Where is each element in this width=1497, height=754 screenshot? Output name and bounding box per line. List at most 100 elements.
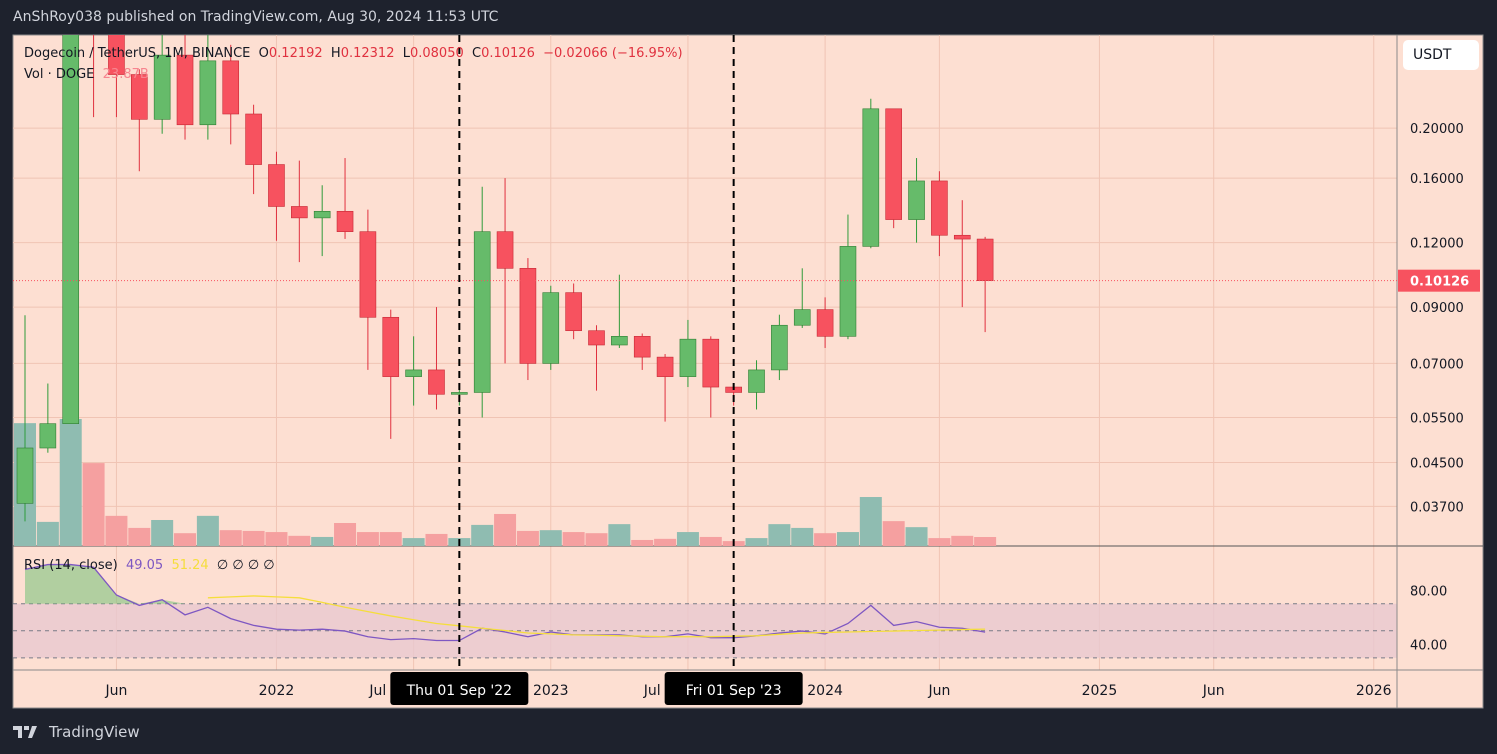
candle-body [245, 113, 262, 165]
candle-body [633, 336, 651, 358]
symbol-legend: Dogecoin / TetherUS, 1M, BINANCE O0.1219… [24, 46, 683, 61]
volume-bar [151, 519, 174, 546]
volume-bar [265, 532, 288, 546]
candle-body [222, 60, 240, 115]
volume-bar [608, 524, 631, 546]
candle-body [359, 231, 377, 318]
candle-body [451, 392, 468, 395]
candle-body [16, 447, 34, 504]
candle-body [679, 338, 697, 377]
close-label: C [472, 46, 482, 61]
tradingview-wordmark: TradingView [49, 723, 140, 741]
volume-bar [859, 497, 882, 546]
rsi-legend: RSI (14, close) 49.05 51.24 ∅ ∅ ∅ ∅ [24, 558, 275, 573]
price-tick-label: 0.07000 [1410, 357, 1464, 372]
candle-body [793, 309, 811, 326]
date-marker-badge [390, 672, 529, 705]
candle-body [473, 231, 491, 393]
time-tick-label: 2023 [533, 683, 569, 699]
symbol-name[interactable]: Dogecoin / TetherUS, 1M, BINANCE [24, 46, 251, 61]
time-tick-label: 2025 [1082, 683, 1118, 699]
date-marker-badge [664, 672, 803, 705]
candle-body [931, 180, 948, 236]
publisher-info: AnShRoy038 published on TradingView.com,… [13, 9, 499, 25]
rsi-label[interactable]: RSI (14, close) [24, 558, 118, 573]
volume-bar [951, 535, 974, 546]
candle-body [108, 35, 125, 75]
candle-body [39, 423, 57, 449]
time-tick-label: Jul [643, 683, 661, 699]
time-tick-label: Jun [927, 683, 950, 699]
candle-body [519, 268, 537, 364]
time-tick-label: Jun [105, 683, 128, 699]
price-pane [14, 35, 997, 546]
volume-bar [174, 533, 197, 546]
volume-bar [425, 533, 448, 546]
candle-body [131, 74, 148, 120]
volume-bar [128, 527, 151, 546]
currency-button[interactable]: USDT [1403, 40, 1479, 70]
volume-bar [631, 539, 654, 546]
tradingview-logo[interactable]: TradingView [13, 723, 140, 741]
candle-body [176, 54, 194, 126]
volume-bar [516, 530, 539, 546]
candle-body [405, 369, 422, 377]
volume-bar [882, 521, 905, 546]
date-marker-label: Fri 01 Sep '23 [686, 683, 782, 699]
volume-bar [791, 527, 814, 546]
candle-body [542, 292, 560, 364]
volume-bar [219, 530, 242, 546]
high-label: H [330, 46, 341, 61]
volume-bar [379, 532, 402, 546]
price-tick-label: 0.05500 [1410, 411, 1464, 426]
rsi-tick-label: 40.00 [1410, 638, 1447, 653]
rsi-ma-line [207, 595, 986, 638]
volume-bar [654, 538, 677, 546]
rsi-tick-label: 80.00 [1410, 584, 1447, 599]
volume-bar [471, 524, 494, 546]
volume-label[interactable]: Vol · DOGE [24, 67, 95, 82]
current-price-label: 0.10126 [1410, 275, 1469, 290]
price-tick-label: 0.03700 [1410, 500, 1464, 515]
candle-body [953, 234, 971, 240]
candle-body [908, 180, 925, 220]
time-tick-label: 2026 [1356, 683, 1392, 699]
candle-body [565, 292, 582, 332]
candle-body [771, 324, 788, 371]
volume-bar [494, 513, 517, 546]
volume-bar [82, 463, 105, 546]
volume-bar [196, 515, 219, 546]
rsi-line [24, 563, 986, 642]
volume-bar [836, 532, 859, 546]
candle-body [702, 338, 720, 388]
close-value: 0.10126 [481, 46, 535, 61]
volume-bar [905, 527, 928, 546]
volume-bar [676, 532, 699, 546]
volume-bar [974, 537, 997, 546]
candle-body [428, 369, 445, 395]
candle-body [496, 231, 514, 269]
candle-body [153, 54, 171, 120]
volume-bar [242, 530, 265, 546]
open-label: O [258, 46, 269, 61]
time-tick-label: Jun [1202, 683, 1225, 699]
candle-body [336, 210, 354, 232]
candle-body [62, 35, 80, 424]
candle-body [862, 108, 880, 247]
current-price-badge [1398, 269, 1480, 292]
candle-body [268, 164, 285, 207]
candle-body [656, 356, 674, 377]
candle-body [199, 60, 217, 126]
rsi-value: 49.05 [125, 558, 164, 573]
candle-body [839, 246, 857, 337]
time-tick-label: Jul [368, 683, 386, 699]
price-tick-label: 0.12000 [1410, 237, 1464, 252]
candle-body [885, 108, 902, 220]
low-label: L [402, 46, 410, 61]
candle-body [382, 316, 400, 377]
change-value: −0.02066 (−16.95%) [543, 46, 683, 61]
volume-legend: Vol · DOGE 23.87B [24, 67, 149, 82]
volume-bar [59, 419, 82, 546]
volume-bar [768, 524, 791, 546]
